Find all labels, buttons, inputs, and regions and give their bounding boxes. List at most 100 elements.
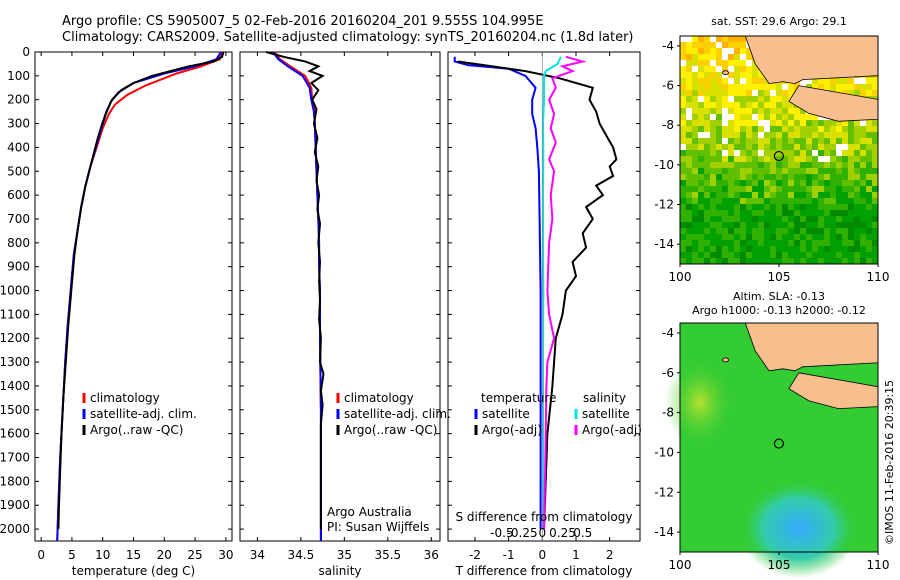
sst-cell bbox=[860, 228, 866, 234]
sst-cell bbox=[746, 186, 752, 192]
sst-cell bbox=[824, 126, 830, 132]
sst-cell bbox=[734, 114, 740, 120]
sst-cell bbox=[710, 120, 716, 126]
sst-cell bbox=[794, 234, 800, 240]
sst-cell bbox=[794, 198, 800, 204]
sst-cell bbox=[734, 168, 740, 174]
sst-cell bbox=[698, 84, 704, 90]
sst-cell bbox=[788, 252, 794, 258]
sst-cell bbox=[746, 114, 752, 120]
sst-cell bbox=[776, 192, 782, 198]
sst-cell bbox=[812, 138, 818, 144]
sst-cell bbox=[770, 168, 776, 174]
sst-cell bbox=[734, 72, 740, 78]
sst-cell bbox=[704, 54, 710, 60]
sst-cell bbox=[734, 210, 740, 216]
sst-cell bbox=[716, 90, 722, 96]
sst-cell bbox=[782, 252, 788, 258]
sst-cell bbox=[716, 234, 722, 240]
sst-cell bbox=[722, 222, 728, 228]
legend-label: Argo(..raw -QC) bbox=[90, 423, 183, 437]
sst-cell bbox=[782, 96, 788, 102]
sst-cell bbox=[680, 54, 686, 60]
sst-cell bbox=[680, 162, 686, 168]
sst-cell bbox=[680, 210, 686, 216]
sst-cell bbox=[842, 156, 848, 162]
land-mass bbox=[744, 322, 879, 372]
series-line bbox=[56, 51, 222, 542]
sst-cell bbox=[824, 84, 830, 90]
sst-cell bbox=[782, 150, 788, 156]
sst-cell bbox=[686, 240, 692, 246]
sst-cell bbox=[728, 126, 734, 132]
sst-cell bbox=[848, 198, 854, 204]
sst-cell bbox=[770, 96, 776, 102]
sst-cell bbox=[836, 174, 842, 180]
legend-label: satellite-adj. clim. bbox=[90, 407, 197, 421]
sst-cell bbox=[830, 126, 836, 132]
sst-cell bbox=[698, 156, 704, 162]
plot-frame bbox=[34, 51, 233, 542]
sst-cell bbox=[842, 84, 848, 90]
sst-cell bbox=[758, 144, 764, 150]
sst-cell bbox=[770, 186, 776, 192]
sst-cell bbox=[854, 216, 860, 222]
sst-cell bbox=[776, 204, 782, 210]
sst-cell bbox=[764, 258, 770, 264]
sst-cell bbox=[818, 234, 824, 240]
island bbox=[722, 70, 729, 76]
sst-cell bbox=[842, 174, 848, 180]
sst-cell bbox=[770, 174, 776, 180]
sst-cell bbox=[788, 108, 794, 114]
sst-cell bbox=[686, 216, 692, 222]
sst-cell bbox=[776, 132, 782, 138]
sst-cell bbox=[692, 186, 698, 192]
sst-cell bbox=[764, 180, 770, 186]
sst-cell bbox=[848, 228, 854, 234]
sst-cell bbox=[710, 222, 716, 228]
sst-cell bbox=[752, 204, 758, 210]
sst-cell bbox=[698, 72, 704, 78]
sst-cell bbox=[830, 216, 836, 222]
sst-cell bbox=[698, 90, 704, 96]
sst-cell bbox=[866, 228, 872, 234]
sst-cell bbox=[860, 204, 866, 210]
sst-cell bbox=[704, 258, 710, 264]
sst-cell bbox=[698, 150, 704, 156]
sst-cell bbox=[800, 252, 806, 258]
sst-cell bbox=[800, 258, 806, 264]
sst-cell bbox=[848, 210, 854, 216]
sst-cell bbox=[710, 162, 716, 168]
sst-cell bbox=[854, 222, 860, 228]
sst-cell bbox=[788, 192, 794, 198]
sst-cell bbox=[680, 114, 686, 120]
sst-cell bbox=[788, 120, 794, 126]
sst-map-title: sat. SST: 29.6 Argo: 29.1 bbox=[711, 15, 847, 28]
sst-cell bbox=[746, 204, 752, 210]
sst-cell bbox=[722, 186, 728, 192]
sst-cell bbox=[794, 150, 800, 156]
sst-cell bbox=[734, 216, 740, 222]
sst-cell bbox=[782, 114, 788, 120]
sst-cell bbox=[842, 132, 848, 138]
x-tick-label: 35.5 bbox=[374, 548, 401, 562]
sst-cell bbox=[746, 246, 752, 252]
sst-cell bbox=[842, 120, 848, 126]
sst-cell bbox=[788, 198, 794, 204]
sst-cell bbox=[728, 210, 734, 216]
series-line bbox=[453, 56, 542, 530]
sst-cell bbox=[680, 216, 686, 222]
sst-cell bbox=[782, 132, 788, 138]
profile-location-marker bbox=[773, 150, 785, 162]
sst-cell bbox=[830, 168, 836, 174]
sst-cell bbox=[716, 114, 722, 120]
sst-cell bbox=[692, 198, 698, 204]
sst-cell bbox=[740, 234, 746, 240]
sst-cell bbox=[692, 180, 698, 186]
sst-cell bbox=[848, 192, 854, 198]
sst-cell bbox=[842, 204, 848, 210]
sst-cell bbox=[734, 204, 740, 210]
sst-cell bbox=[704, 84, 710, 90]
sst-cell bbox=[716, 186, 722, 192]
x-tick-label: -1 bbox=[503, 548, 515, 562]
